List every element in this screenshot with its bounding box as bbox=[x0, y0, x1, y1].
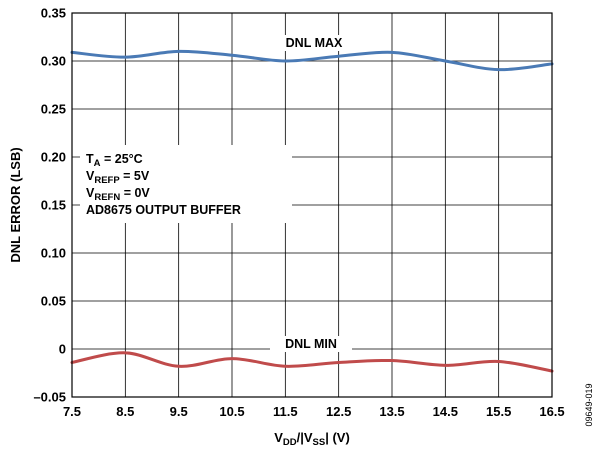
condition-line-1: VREFP = 5V bbox=[86, 169, 150, 186]
condition-line-0: TA = 25°C bbox=[86, 152, 143, 169]
y-tick-label: 0.30 bbox=[41, 54, 66, 69]
y-tick-label: 0.20 bbox=[41, 150, 66, 165]
y-tick-label: 0.05 bbox=[41, 294, 66, 309]
x-tick-label: 15.5 bbox=[486, 404, 511, 419]
x-tick-label: 7.5 bbox=[63, 404, 81, 419]
conditions-box bbox=[80, 145, 292, 223]
y-tick-label: 0.15 bbox=[41, 198, 66, 213]
series-labels: DNL MAX DNL MIN bbox=[267, 35, 361, 352]
x-axis-title-end: | (V) bbox=[325, 430, 350, 445]
series-label-1: DNL MIN bbox=[285, 337, 337, 351]
x-axis-title-main: V bbox=[274, 430, 283, 445]
series-label-0: DNL MAX bbox=[286, 36, 343, 50]
x-tick-labels: 7.5 8.5 9.5 10.5 11.5 12.5 13.5 14.5 15.5 16.5 bbox=[63, 404, 565, 419]
series-lines bbox=[70, 49, 554, 373]
x-tick-label: 9.5 bbox=[170, 404, 188, 419]
x-axis-title-mid: /|V bbox=[297, 430, 313, 445]
series-label-bg-1 bbox=[270, 336, 352, 352]
y-axis-title: DNL ERROR (LSB) bbox=[8, 147, 23, 262]
condition-line-2: VREFN = 0V bbox=[86, 186, 150, 203]
plot-frame bbox=[71, 12, 553, 398]
x-tick-label: 14.5 bbox=[433, 404, 458, 419]
series-line-0 bbox=[70, 49, 554, 72]
y-tick-label: 0.35 bbox=[41, 6, 66, 21]
figure-id: 09649-019 bbox=[584, 383, 594, 426]
y-tick-label: 0.25 bbox=[41, 102, 66, 117]
y-tick-label: 0.10 bbox=[41, 246, 66, 261]
y-tick-label: –0.05 bbox=[33, 390, 66, 405]
x-tick-label: 12.5 bbox=[326, 404, 351, 419]
x-axis-title-sub1: DD bbox=[283, 437, 297, 448]
y-tick-label: 0 bbox=[59, 342, 66, 357]
x-axis-title-sub2: SS bbox=[313, 437, 326, 448]
y-tick-labels: –0.05 0 0.05 0.10 0.15 0.20 0.25 0.30 0.35 bbox=[33, 6, 66, 405]
x-tick-label: 10.5 bbox=[219, 404, 244, 419]
x-axis-title: VDD/|VSS| (V) bbox=[274, 430, 350, 448]
x-tick-label: 11.5 bbox=[273, 404, 298, 419]
series-label-bg-0 bbox=[267, 35, 361, 51]
x-tick-label: 16.5 bbox=[539, 404, 564, 419]
x-tick-label: 8.5 bbox=[116, 404, 134, 419]
x-tick-label: 13.5 bbox=[379, 404, 404, 419]
condition-line-3: AD8675 OUTPUT BUFFER bbox=[86, 203, 241, 217]
series-line-1 bbox=[70, 351, 554, 373]
